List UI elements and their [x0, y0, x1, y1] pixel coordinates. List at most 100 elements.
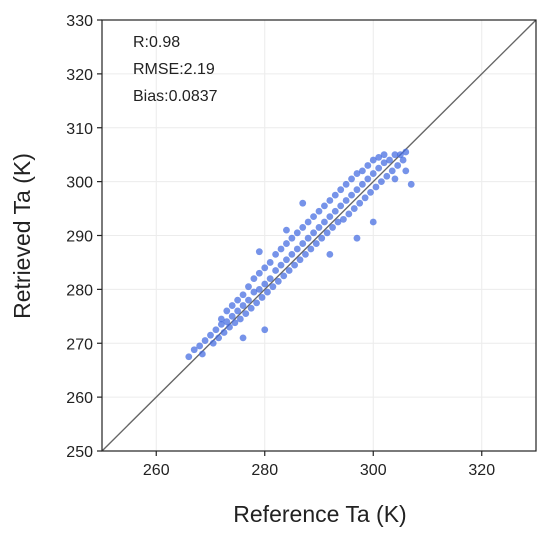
y-tick-label: 280 [66, 282, 93, 299]
y-tick-label: 260 [66, 390, 93, 407]
data-point [396, 151, 404, 159]
data-point [399, 156, 407, 164]
data-point [372, 183, 380, 191]
x-tick-label: 320 [468, 462, 495, 479]
data-point [331, 207, 339, 215]
data-point [345, 210, 353, 218]
data-point [231, 319, 239, 327]
data-point [364, 162, 372, 169]
data-point [288, 234, 296, 242]
data-point [299, 199, 307, 207]
data-point [247, 304, 255, 312]
data-point [375, 164, 383, 172]
data-point [288, 250, 296, 258]
data-point [198, 350, 206, 358]
data-point [315, 207, 323, 215]
data-point [310, 229, 317, 237]
data-point [326, 213, 334, 221]
data-point [342, 197, 350, 204]
data-point [369, 170, 377, 177]
data-point [364, 175, 372, 183]
data-point [329, 224, 336, 231]
data-point [236, 315, 244, 323]
data-point [388, 167, 396, 175]
data-point [359, 180, 366, 188]
data-point [323, 229, 331, 237]
x-tick-label: 260 [143, 462, 170, 479]
data-point [272, 267, 279, 274]
data-point [242, 310, 250, 318]
data-point [185, 353, 193, 361]
scatter-points [185, 148, 415, 361]
data-point [255, 285, 263, 293]
data-point [255, 248, 263, 256]
data-point [250, 275, 258, 282]
y-tick-label: 290 [66, 229, 93, 246]
data-point [250, 288, 258, 296]
data-point [274, 277, 282, 285]
data-point [326, 197, 334, 204]
data-point [261, 280, 269, 288]
data-point [266, 259, 274, 266]
x-axis-ticks: 260 280 300 320 [143, 451, 495, 479]
data-point [280, 272, 288, 280]
data-point [299, 240, 307, 247]
x-tick-label: 300 [360, 462, 387, 479]
data-point [310, 213, 317, 221]
data-point [340, 215, 347, 223]
data-point [277, 245, 285, 253]
data-point [209, 339, 217, 347]
y-tick-label: 330 [66, 13, 93, 30]
data-point [407, 180, 415, 188]
data-point [234, 307, 242, 315]
y-tick-label: 320 [66, 67, 93, 84]
data-point [367, 189, 374, 196]
y-tick-label: 270 [66, 336, 93, 353]
data-point [304, 218, 312, 226]
data-point [334, 218, 342, 226]
data-point [377, 178, 385, 186]
data-point [337, 186, 345, 194]
data-point [386, 156, 393, 164]
data-point [307, 245, 315, 253]
data-point [226, 323, 233, 331]
data-point [383, 172, 391, 180]
data-point [212, 326, 220, 334]
data-point [239, 291, 247, 299]
data-point [380, 159, 388, 167]
data-point [217, 315, 225, 323]
data-point [299, 224, 307, 231]
data-point [261, 264, 269, 272]
data-point [342, 180, 350, 188]
data-point [369, 218, 377, 226]
data-point [245, 296, 252, 304]
data-point [380, 151, 388, 159]
data-point [337, 202, 345, 210]
data-point [353, 170, 361, 177]
data-point [223, 307, 231, 315]
data-point [266, 275, 274, 282]
data-point [277, 261, 285, 269]
y-axis-title: Retrieved Ta (K) [9, 153, 35, 319]
one-to-one-line [101, 19, 537, 452]
data-point [326, 250, 334, 258]
data-point [190, 346, 198, 354]
data-point [391, 175, 399, 183]
data-point [296, 256, 304, 264]
y-tick-label: 250 [66, 444, 93, 461]
data-point [255, 269, 263, 277]
data-point [215, 334, 223, 342]
y-axis-ticks: 250 260 270 280 290 300 310 320 330 [66, 13, 102, 461]
data-point [361, 194, 369, 202]
data-point [217, 320, 225, 328]
data-point [391, 151, 399, 159]
data-point [369, 156, 377, 164]
data-point [318, 234, 326, 242]
data-point [291, 261, 298, 269]
data-point [283, 240, 290, 247]
data-point [239, 302, 247, 309]
data-point [293, 229, 301, 237]
x-axis-title: Reference Ta (K) [233, 501, 406, 527]
annotation-bias: Bias:0.0837 [133, 88, 218, 105]
data-point [283, 256, 290, 264]
